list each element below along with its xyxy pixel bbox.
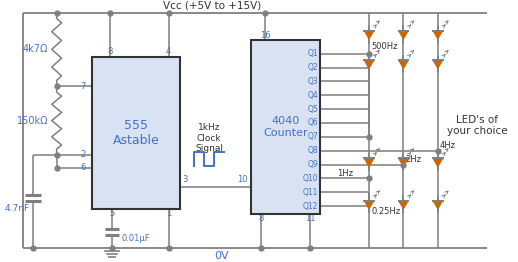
Text: Q12: Q12 <box>303 201 318 211</box>
Text: Q2: Q2 <box>307 63 318 72</box>
Text: 5: 5 <box>109 209 114 219</box>
Text: 500Hz: 500Hz <box>371 42 397 51</box>
Polygon shape <box>364 60 374 68</box>
Text: Vcc (+5V to +15V): Vcc (+5V to +15V) <box>163 1 261 11</box>
Text: 4k7Ω: 4k7Ω <box>22 44 48 54</box>
Polygon shape <box>398 60 408 68</box>
Text: 0V: 0V <box>214 251 229 261</box>
Text: 7: 7 <box>81 82 86 91</box>
Text: 11: 11 <box>305 214 315 223</box>
Text: 150kΩ: 150kΩ <box>17 116 49 125</box>
Text: Q10: Q10 <box>303 174 318 183</box>
FancyBboxPatch shape <box>251 40 320 214</box>
Text: 6: 6 <box>81 163 86 172</box>
Polygon shape <box>433 158 443 167</box>
Polygon shape <box>398 31 408 39</box>
Text: 16: 16 <box>260 31 270 40</box>
Text: 0.01μF: 0.01μF <box>122 234 150 243</box>
Text: 2Hz: 2Hz <box>406 155 422 164</box>
Text: Q5: Q5 <box>307 105 318 114</box>
Text: 2: 2 <box>81 150 86 160</box>
Text: Q7: Q7 <box>307 132 318 141</box>
Text: 1Hz: 1Hz <box>337 169 353 178</box>
Text: Q9: Q9 <box>307 160 318 169</box>
Text: 4.7nF: 4.7nF <box>5 205 30 214</box>
Text: Q4: Q4 <box>307 91 318 100</box>
Text: Q3: Q3 <box>307 77 318 86</box>
Polygon shape <box>398 158 408 167</box>
Text: 1kHz
Clock
Signal: 1kHz Clock Signal <box>195 123 223 153</box>
Text: 8: 8 <box>258 214 264 223</box>
Text: 0.25Hz: 0.25Hz <box>371 208 400 216</box>
Polygon shape <box>433 60 443 68</box>
Polygon shape <box>433 31 443 39</box>
Text: Q11: Q11 <box>303 188 318 197</box>
Text: Q6: Q6 <box>307 118 318 128</box>
FancyBboxPatch shape <box>92 57 180 209</box>
Text: 4040
Counter: 4040 Counter <box>263 116 308 138</box>
Text: 4Hz: 4Hz <box>440 141 456 150</box>
Text: 3: 3 <box>182 175 188 184</box>
Polygon shape <box>364 158 374 167</box>
Text: LED's of
your choice: LED's of your choice <box>447 115 508 136</box>
Text: 4: 4 <box>166 47 171 56</box>
Text: 10: 10 <box>237 175 247 184</box>
Text: 1: 1 <box>166 209 171 219</box>
Text: Q8: Q8 <box>307 146 318 155</box>
Polygon shape <box>398 200 408 209</box>
Polygon shape <box>364 200 374 209</box>
Text: 555
Astable: 555 Astable <box>113 119 160 147</box>
Polygon shape <box>364 31 374 39</box>
Text: Q1: Q1 <box>307 49 318 58</box>
Text: 8: 8 <box>107 47 112 56</box>
Polygon shape <box>433 200 443 209</box>
